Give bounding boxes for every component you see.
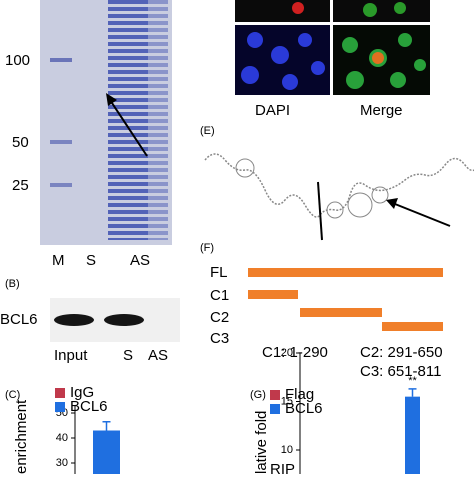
lane-as — [148, 0, 168, 240]
construct-bar — [248, 268, 443, 277]
construct-label: C2 — [210, 309, 229, 326]
y-tick-label: 30 — [56, 457, 68, 469]
range-label: C3: 651-811 — [360, 363, 441, 380]
y-tick-label: 20 — [281, 347, 293, 359]
construct-bar — [382, 322, 443, 331]
construct-label: FL — [210, 264, 228, 281]
image — [235, 0, 330, 22]
lane-label: M — [52, 252, 65, 269]
panel-label: (F) — [200, 242, 214, 254]
nuclei — [241, 32, 325, 90]
cell — [292, 2, 304, 14]
y-tick-label: 40 — [56, 432, 68, 444]
range-label: C1: 1-290 — [262, 344, 328, 361]
lane-label: Input — [54, 347, 88, 364]
arrow — [109, 99, 148, 157]
marker-label: 25 — [12, 177, 29, 194]
y-axis-label: enrichment — [13, 399, 30, 474]
panel-label: (E) — [200, 125, 215, 137]
rna-structure — [204, 153, 474, 218]
image-label: DAPI — [255, 102, 290, 119]
loop — [371, 186, 389, 204]
arrow-head — [386, 198, 398, 209]
image-label: Merge — [360, 102, 403, 119]
arrow — [394, 203, 451, 227]
significance: ** — [408, 375, 417, 387]
cell — [394, 2, 406, 14]
loop — [347, 192, 373, 218]
legend-label: Flag — [285, 386, 314, 403]
construct-label: C3 — [210, 330, 229, 347]
marker-band — [50, 140, 72, 144]
construct-bar — [300, 308, 382, 317]
cell — [372, 52, 384, 64]
panel-label: (C) — [5, 389, 20, 401]
legend-label: IgG — [70, 384, 94, 401]
legend-label: BCL6 — [285, 400, 323, 417]
loop — [235, 158, 255, 178]
panel-label: (G) — [250, 389, 266, 401]
lane-label: AS — [130, 252, 150, 269]
construct-bar — [248, 290, 298, 299]
range-label: C2: 291-650 — [360, 344, 443, 361]
legend-label: BCL6 — [70, 398, 108, 415]
arrow-head — [106, 93, 117, 106]
cell — [363, 3, 377, 17]
lane-label: AS — [148, 347, 168, 364]
legend-swatch — [270, 390, 280, 400]
y-tick-label: 15 — [281, 395, 293, 407]
loop — [326, 201, 344, 219]
legend-swatch — [55, 388, 65, 398]
construct-label: C1 — [210, 287, 229, 304]
cut-line — [317, 181, 323, 241]
bar — [93, 430, 120, 474]
legend-swatch — [55, 402, 65, 412]
bar — [405, 396, 420, 474]
marker-label: 50 — [12, 134, 29, 151]
band — [54, 314, 94, 326]
y-axis-label: lative fold — [253, 411, 270, 474]
legend-swatch — [270, 404, 280, 414]
lane-label: S — [86, 252, 96, 269]
lane-label: S — [123, 347, 133, 364]
lane-s — [108, 0, 148, 240]
y-tick-label: 10 — [281, 444, 293, 456]
marker-band — [50, 58, 72, 62]
footer-label: RIP — [270, 461, 295, 474]
image — [333, 0, 430, 22]
band — [104, 314, 144, 326]
panel-label: (B) — [5, 278, 20, 290]
protein-label: BCL6 — [0, 311, 38, 328]
marker-label: 100 — [5, 52, 30, 69]
marker-band — [50, 183, 72, 187]
